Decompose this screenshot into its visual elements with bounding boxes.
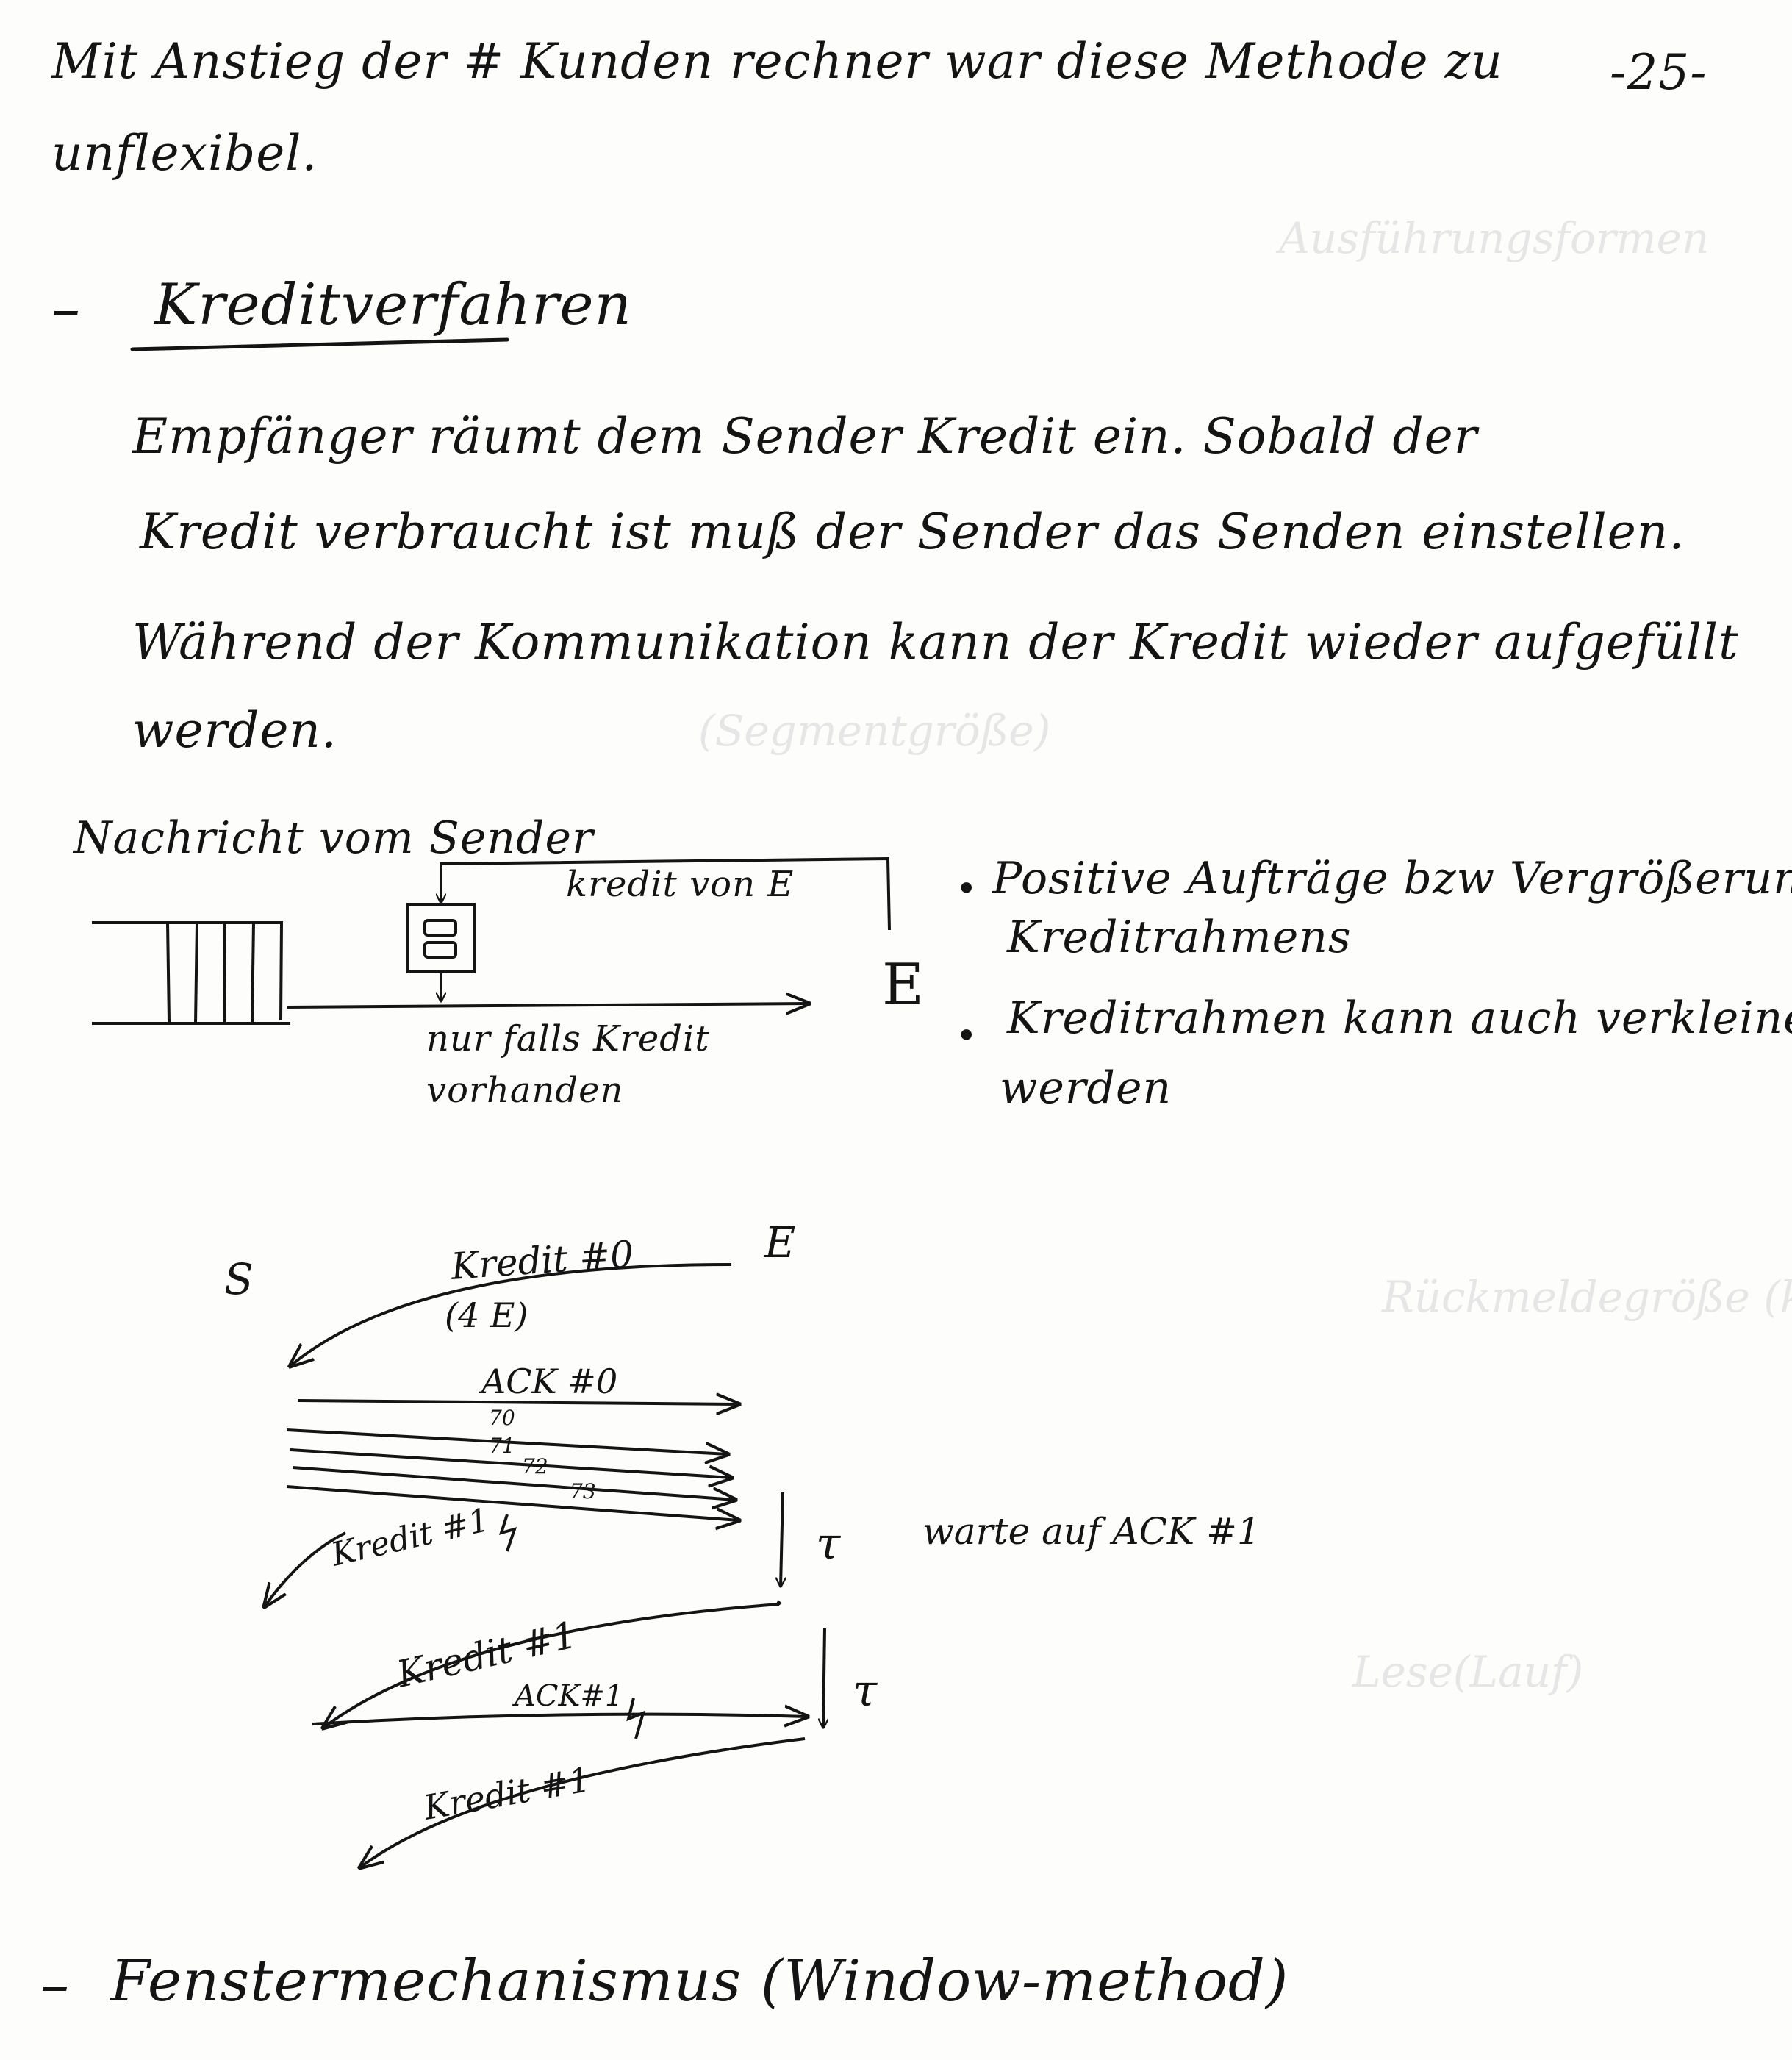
- seq-wait-label: warte auf ACK #1: [922, 1510, 1261, 1553]
- seq-frame-label-71: 71: [489, 1434, 515, 1458]
- arrow-ack1: [312, 1714, 807, 1724]
- seq-tau-2: τ: [853, 1665, 878, 1717]
- credit-gate-box: [408, 904, 474, 972]
- seq-receiver-label: E: [764, 1217, 795, 1267]
- seq-kredit0-sub-label: (4 E): [445, 1295, 528, 1335]
- flow-arrow-to-receiver: [287, 1004, 809, 1007]
- arrow-frame-73: [287, 1487, 739, 1520]
- seq-kredit1-c-label: Kredit #1: [420, 1759, 594, 1828]
- seq-kredit1-lost-label: Kredit #1: [327, 1501, 493, 1574]
- seq-tau-1: τ: [816, 1518, 841, 1570]
- seq-frame-label-73: 73: [570, 1479, 596, 1503]
- seq-ack1-lost-label: ACK#1: [512, 1679, 623, 1713]
- arrow-ack0: [298, 1401, 739, 1404]
- seq-frame-label-70: 70: [489, 1406, 515, 1430]
- loss-mark-2: [628, 1698, 643, 1739]
- heading-underline: [132, 340, 507, 349]
- timer-tau-1: [781, 1492, 783, 1587]
- message-queue: [92, 923, 290, 1023]
- seq-ack0-label: ACK #0: [479, 1362, 617, 1401]
- credit-feedback-path: [441, 859, 889, 930]
- loss-mark-1: [501, 1514, 515, 1551]
- seq-sender-label: S: [224, 1254, 254, 1304]
- seq-kredit0-label: Kredit #0: [449, 1233, 635, 1288]
- timer-tau-2: [823, 1628, 825, 1728]
